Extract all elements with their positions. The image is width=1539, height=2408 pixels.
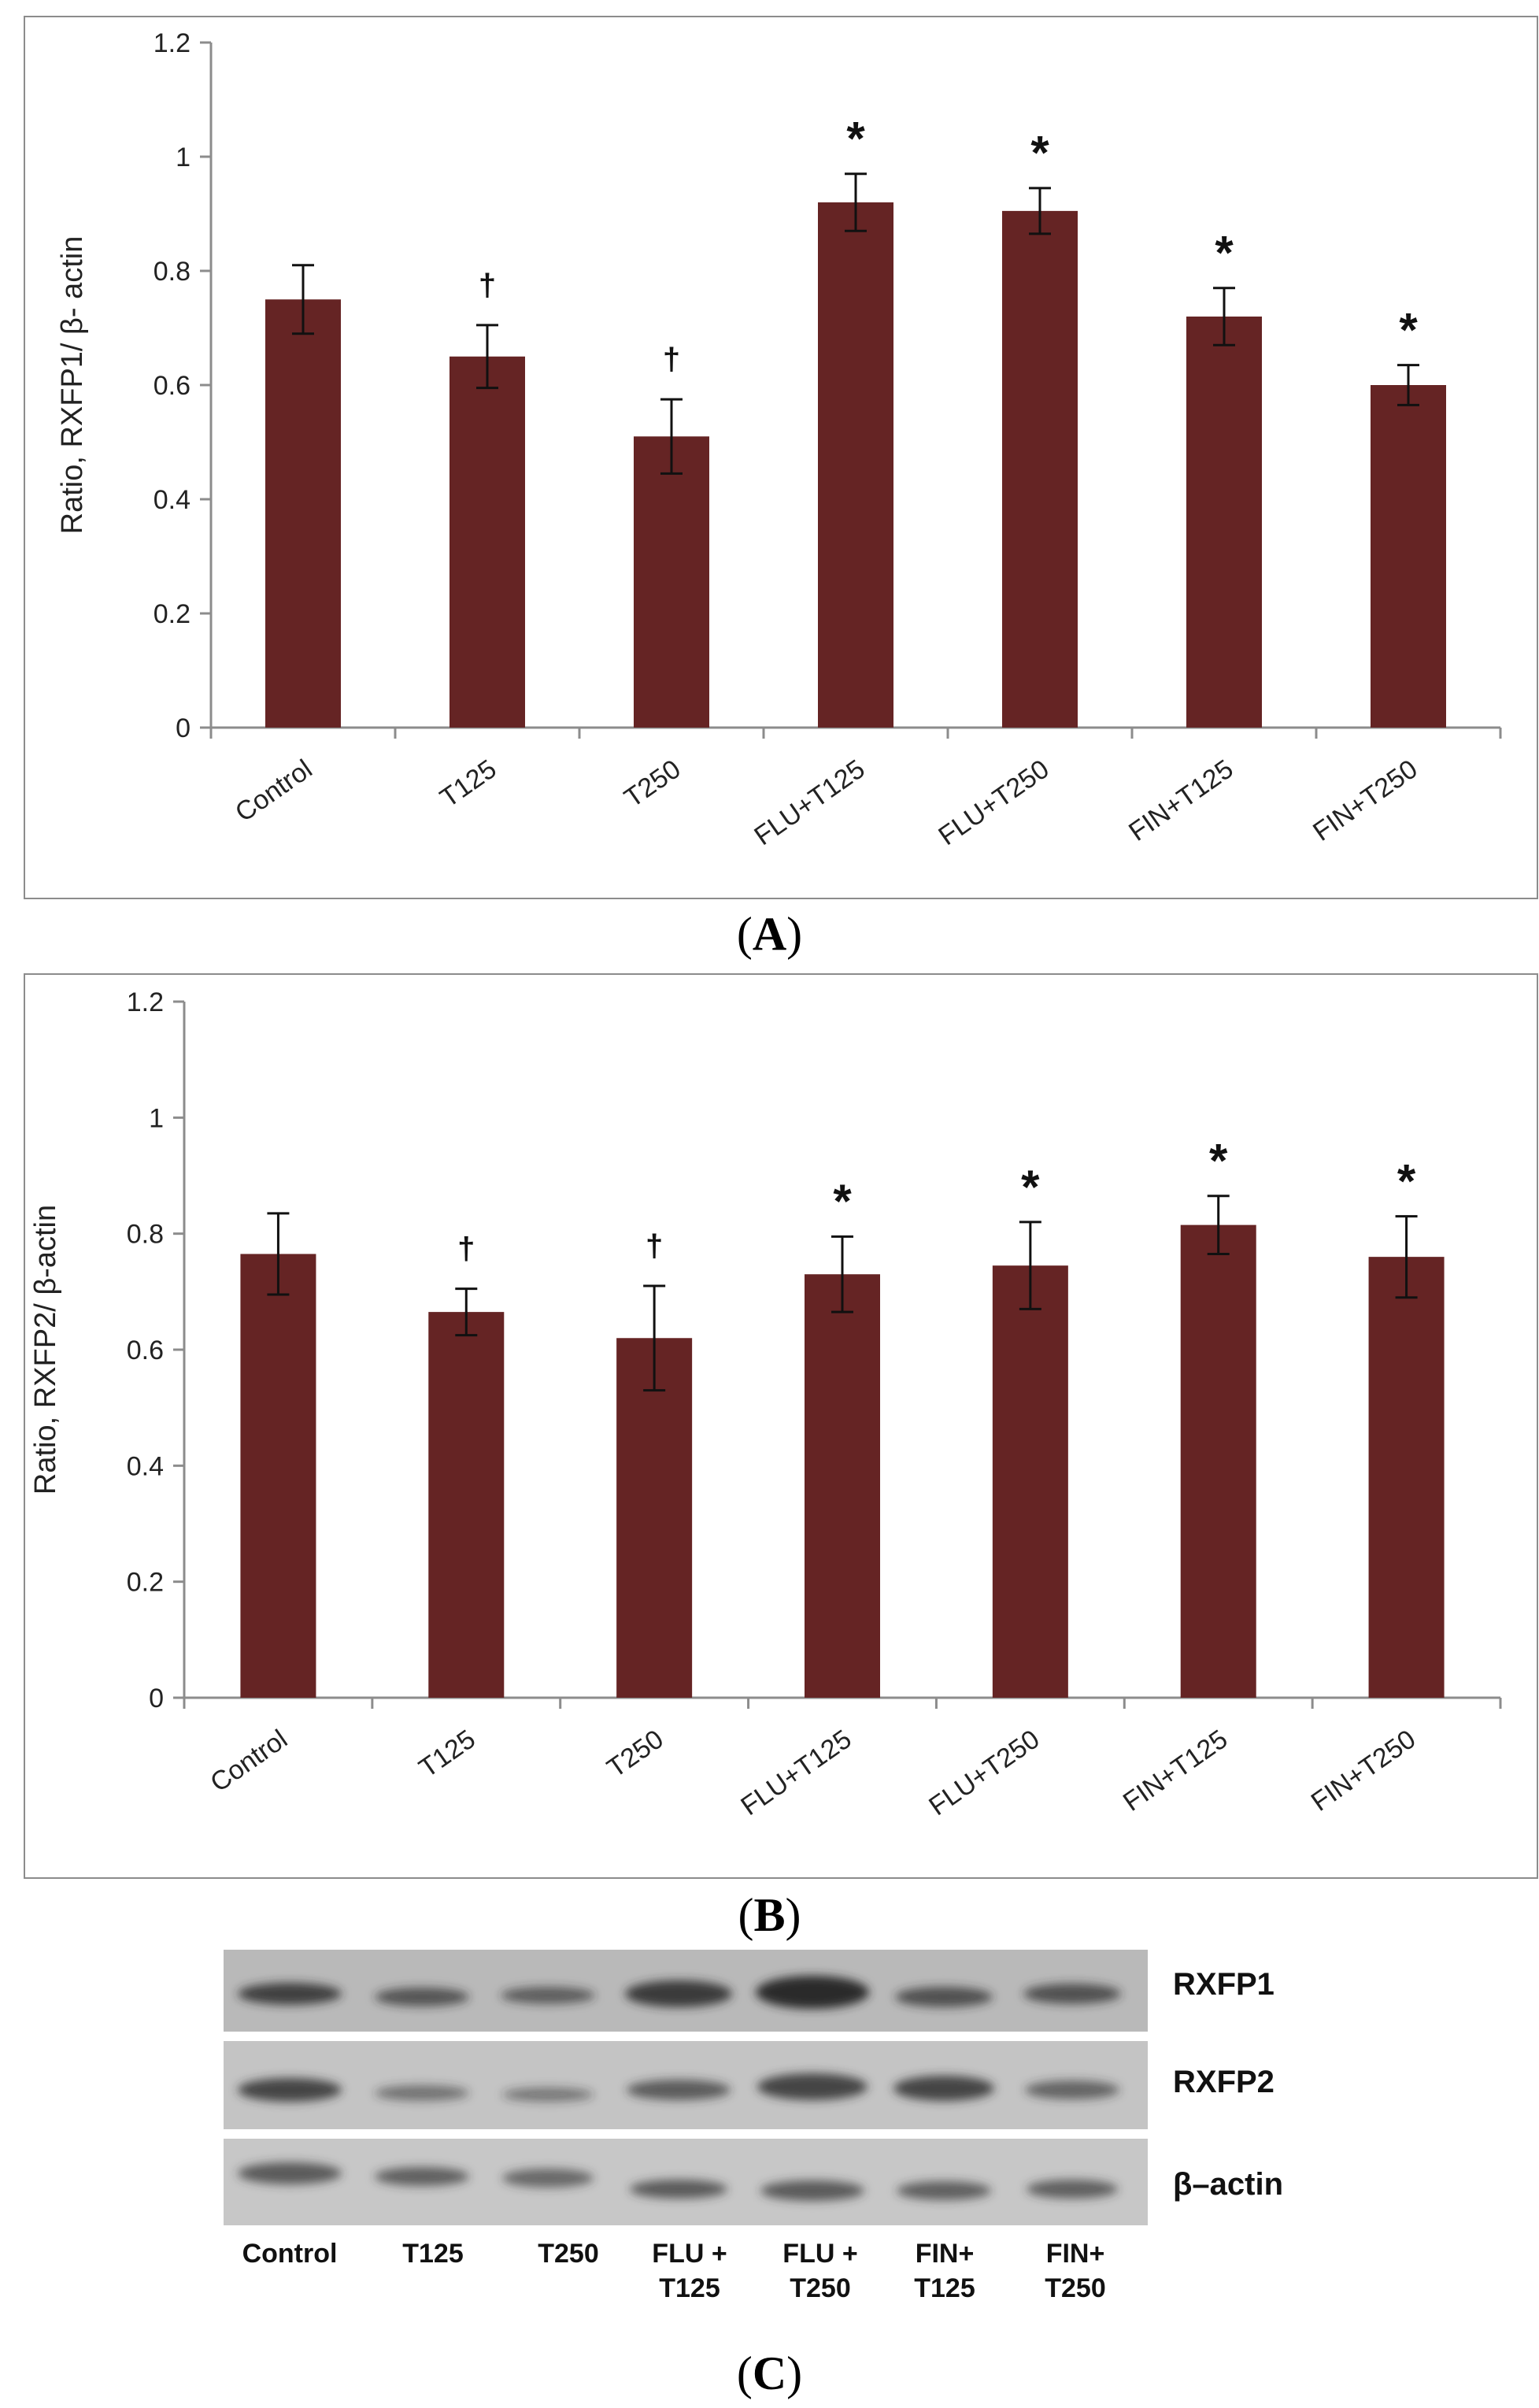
bar-flu-plus-t250 — [1002, 210, 1078, 728]
blot-strip-beta-actin — [224, 2139, 1148, 2225]
bar-control — [265, 299, 341, 728]
bar-t250 — [616, 1338, 693, 1698]
chart-a: 0 0.2 0.4 0.6 0.8 1 1.2 Control † T125 † T250 * FLU+T… — [56, 28, 1502, 851]
significance-asterisk: * — [1397, 1154, 1416, 1207]
significance-asterisk: * — [1215, 227, 1234, 280]
significance-dagger: † — [457, 1232, 475, 1266]
blot-strip-rxfp2 — [224, 2041, 1148, 2129]
western-blot: RXFP1 RXFP2 β–actin Control T125 T250 FL… — [0, 1937, 1539, 2347]
blot-strip-rxfp1 — [224, 1950, 1148, 2032]
protein-label-beta-actin: β–actin — [1173, 2167, 1284, 2202]
y-tick-label: 0.4 — [127, 1451, 164, 1481]
error-bar — [267, 1212, 290, 1296]
significance-dagger: † — [663, 343, 680, 377]
chart-b: 0 0.2 0.4 0.6 0.8 1 1.2 Control † T125 † T250 * FLU+T… — [29, 987, 1502, 1821]
error-bar — [292, 264, 314, 335]
x-tick-label: FLU+T125 — [735, 1724, 856, 1821]
bar-t250 — [634, 436, 709, 728]
error-bar — [831, 1235, 853, 1313]
panel-b-label: (B) — [738, 1889, 801, 1941]
x-tick-label: T250 — [619, 754, 686, 813]
lane-label: Control — [242, 2239, 338, 2269]
x-tick-label: FIN+T125 — [1118, 1724, 1233, 1817]
bar-t125 — [428, 1312, 505, 1698]
y-tick-label: 0.6 — [154, 371, 191, 401]
y-tick-label: 0 — [176, 713, 191, 743]
bar-fin-plus-t125 — [1186, 317, 1262, 728]
significance-asterisk: * — [1030, 127, 1049, 180]
bar-fin-plus-t250 — [1368, 1257, 1445, 1698]
protein-label-rxfp2: RXFP2 — [1173, 2065, 1274, 2099]
protein-label-rxfp1: RXFP1 — [1173, 1967, 1274, 2002]
error-bar — [660, 398, 683, 475]
y-tick-label: 1 — [176, 143, 191, 172]
lane-label: FIN+ T125 — [914, 2239, 975, 2303]
x-tick-label: FLU+T250 — [923, 1724, 1045, 1821]
x-tick-label: T250 — [601, 1724, 668, 1784]
bar-control — [240, 1254, 316, 1698]
error-bar — [455, 1287, 478, 1337]
significance-asterisk: * — [846, 113, 865, 165]
bar-fin-plus-t125 — [1180, 1224, 1256, 1698]
lane-label: FLU + T125 — [652, 2239, 727, 2303]
error-bar — [476, 324, 498, 390]
y-tick-label: 0.8 — [154, 257, 191, 287]
x-tick-label: FLU+T250 — [933, 754, 1054, 851]
significance-asterisk: * — [1021, 1161, 1040, 1213]
x-tick-label: T125 — [435, 754, 501, 813]
panel-c-label: (C) — [736, 2347, 803, 2399]
x-tick-label: Control — [230, 754, 318, 828]
y-tick-label: 0.4 — [154, 485, 191, 515]
bar-flu-plus-t125 — [818, 202, 893, 728]
error-bar — [643, 1284, 666, 1392]
x-tick-label: FLU+T125 — [749, 754, 870, 851]
y-tick-label: 0.2 — [154, 599, 191, 629]
bar-flu-plus-t125 — [805, 1274, 880, 1698]
error-bar — [1213, 287, 1235, 346]
significance-dagger: † — [646, 1229, 663, 1264]
x-tick-label: FIN+T125 — [1123, 754, 1238, 847]
y-tick-label: 1.2 — [127, 987, 164, 1017]
significance-asterisk: * — [1399, 303, 1418, 356]
error-bar — [1019, 1221, 1041, 1310]
error-bar — [1029, 187, 1051, 235]
error-bar — [1397, 364, 1419, 406]
significance-asterisk: * — [833, 1175, 852, 1228]
bar-fin-plus-t250 — [1371, 385, 1446, 728]
y-axis-title: Ratio, RXFP1/ β- actin — [56, 236, 89, 535]
x-tick-label: FIN+T250 — [1308, 754, 1422, 847]
lane-label: FIN+ T250 — [1045, 2239, 1106, 2303]
y-tick-label: 1 — [149, 1103, 164, 1133]
significance-asterisk: * — [1209, 1135, 1228, 1187]
significance-dagger: † — [479, 268, 496, 302]
y-tick-label: 0.2 — [127, 1568, 164, 1598]
error-bar — [1395, 1215, 1418, 1299]
y-tick-label: 0 — [149, 1684, 164, 1713]
lane-label: T125 — [402, 2239, 464, 2269]
x-tick-label: FIN+T250 — [1306, 1724, 1421, 1817]
y-tick-label: 0.8 — [127, 1220, 164, 1250]
error-bar — [845, 172, 867, 232]
error-bar — [1207, 1195, 1230, 1255]
y-tick-label: 1.2 — [154, 28, 191, 58]
bar-flu-plus-t250 — [992, 1265, 1068, 1698]
y-axis-title: Ratio, RXFP2/ β-actin — [29, 1205, 62, 1495]
lane-label: FLU + T250 — [782, 2239, 858, 2303]
panel-a-label: (A) — [736, 908, 803, 960]
x-tick-label: Control — [205, 1724, 293, 1798]
y-tick-label: 0.6 — [127, 1336, 164, 1365]
lane-label: T250 — [538, 2239, 599, 2269]
bar-t125 — [449, 356, 525, 728]
x-tick-label: T125 — [414, 1724, 481, 1784]
